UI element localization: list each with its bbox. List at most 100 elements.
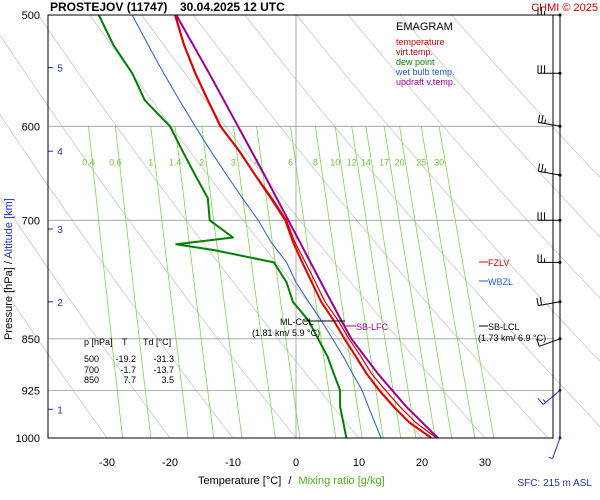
- plot-frame: [47, 14, 554, 439]
- wind-barb-flag: [537, 163, 541, 172]
- temperature-tick-label: -30: [99, 457, 115, 469]
- mixing-ratio-line: [365, 126, 417, 439]
- legend: EMAGRAM temperature virt.temp. dew point…: [395, 21, 455, 87]
- updraft-line: [175, 14, 439, 439]
- wind-barbs: [536, 7, 562, 460]
- wind-barb-staff: [542, 390, 561, 405]
- legend-item-dew-point: dew point: [396, 57, 435, 67]
- wind-barb-flag: [537, 114, 541, 123]
- datetime-title: 30.04.2025 12 UTC: [180, 0, 285, 14]
- fzlv-label: FZLV: [488, 258, 509, 268]
- table-row-td: -13.7: [153, 365, 174, 375]
- pressure-tick-label: 850: [22, 334, 40, 346]
- mixing-ratio-line: [383, 126, 436, 439]
- mixing-ratio-line: [315, 126, 363, 439]
- temperature-tick-label: -20: [162, 457, 178, 469]
- virtual-temperature-line: [175, 14, 437, 439]
- dry-adiabat-line: [37, 14, 360, 439]
- mixing-ratio-lines: 0.4 0.6 1 1.4 2 3 4 6 8 10 12 14 17 20 25 30: [82, 126, 495, 439]
- table-row-p: 850: [84, 375, 99, 385]
- svg-text:Pressure [hPa] / Altitude [km]: Pressure [hPa] / Altitude [km]: [3, 198, 15, 340]
- mixing-ratio-label: 20: [395, 158, 405, 168]
- sb-lfc-label: SB-LFC: [356, 322, 389, 332]
- mixing-ratio-label: 3: [231, 158, 236, 168]
- sounding-table: p [hPa] T Td [°C] 500 -19.2 -31.3 700 -1…: [84, 337, 174, 385]
- mixing-ratio-label: 1.4: [169, 158, 182, 168]
- wind-barb-half-flag: [548, 456, 553, 460]
- x-axis-title-mixing: Mixing ratio [g/kg]: [298, 475, 384, 487]
- wind-barb-staff: [552, 437, 561, 459]
- pressure-tick-label: 1000: [16, 433, 40, 445]
- sfc-label: SFC: 215 m ASL: [518, 478, 593, 489]
- mixing-ratio-line: [351, 126, 402, 439]
- copyright-label: CHMI © 2025: [531, 2, 598, 14]
- wind-barb-flag: [536, 297, 539, 306]
- mixing-ratio-line: [232, 126, 276, 439]
- wind-barb-flag: [541, 115, 544, 124]
- mixing-ratio-label: 0.6: [109, 158, 122, 168]
- wind-barb-flag: [539, 297, 543, 306]
- legend-item-updraft: updraft v.temp.: [396, 77, 455, 87]
- legend-item-wet-bulb: wet bulb temp.: [395, 67, 455, 77]
- legend-item-virt-temp: virt.temp.: [396, 47, 433, 57]
- table-row-td: 3.5: [161, 375, 174, 385]
- dry-adiabat-line: [399, 14, 600, 238]
- wind-barb-flag: [536, 338, 540, 347]
- y-axis-title-altitude: Altitude [km]: [3, 198, 15, 259]
- temperature-tick-label: 20: [416, 457, 428, 469]
- dry-adiabat-line: [89, 14, 423, 439]
- wind-barb: [537, 114, 562, 128]
- mixing-ratio-label: 6: [288, 158, 293, 168]
- legend-item-temperature: temperature: [396, 37, 445, 47]
- mixing-ratio-label: 10: [330, 158, 340, 168]
- mixing-ratio-line: [438, 126, 495, 439]
- dry-adiabat-line: [347, 14, 600, 299]
- mixing-ratio-label: 2: [199, 158, 204, 168]
- pressure-tick-label: 500: [22, 10, 40, 22]
- table-row-p: 700: [84, 365, 99, 375]
- dry-adiabat-line: [0, 34, 297, 439]
- temperature-tick-label: 10: [353, 457, 365, 469]
- x-axis-title: Temperature [°C] / Mixing ratio [g/kg]: [198, 475, 385, 487]
- altitude-tick-label: 4: [57, 147, 63, 158]
- mixing-ratio-label: 12: [347, 158, 357, 168]
- dew-point-line: [97, 14, 348, 439]
- mixing-ratio-line: [399, 126, 453, 439]
- pressure-tick-label: 600: [22, 121, 40, 133]
- table-header-t: T: [122, 337, 128, 347]
- table-row-t: -1.7: [120, 365, 136, 375]
- mixing-ratio-line: [420, 126, 476, 439]
- altitude-tick-label: 1: [57, 405, 63, 416]
- altitude-tick-label: 5: [57, 64, 63, 75]
- dry-adiabat-line: [0, 282, 108, 439]
- wind-barb-flag: [541, 163, 544, 172]
- sb-lcl-detail: (1.73 km/ 6.9 °C): [478, 333, 546, 343]
- wind-barb-half-flag: [544, 168, 546, 173]
- wind-barb-staff: [539, 338, 561, 347]
- table-row-t: -19.2: [115, 354, 136, 364]
- altitude-tick-label: 2: [57, 298, 63, 309]
- wind-barb-flag: [537, 398, 544, 405]
- mixing-ratio-label: 14: [361, 158, 371, 168]
- table-row-td: -31.3: [153, 354, 174, 364]
- mixing-ratio-label: 30: [434, 158, 444, 168]
- wind-barb-half-flag: [544, 119, 546, 124]
- wind-barb: [537, 65, 562, 75]
- dry-adiabat-line: [0, 196, 171, 439]
- mixing-ratio-line: [290, 126, 337, 439]
- x-axis-title-temperature: Temperature [°C]: [198, 475, 281, 487]
- wind-barb: [537, 254, 562, 264]
- mixing-ratio-label: 8: [313, 158, 318, 168]
- mixing-ratio-line: [174, 126, 215, 439]
- ml-ccl-label: ML-CCL: [280, 317, 314, 327]
- table-row-t: 7.7: [123, 375, 136, 385]
- mixing-ratio-line: [201, 126, 243, 439]
- temperature-tick-label: -10: [225, 457, 241, 469]
- y-axis-title: Pressure [hPa] / Altitude [km]: [3, 198, 15, 340]
- mixing-ratio-line: [115, 126, 152, 439]
- dry-adiabat-line: [244, 14, 600, 428]
- mixing-ratio-label: 0.4: [82, 158, 95, 168]
- sb-lcl-label: SB-LCL: [488, 322, 520, 332]
- wbzl-label: WBZL: [488, 277, 513, 287]
